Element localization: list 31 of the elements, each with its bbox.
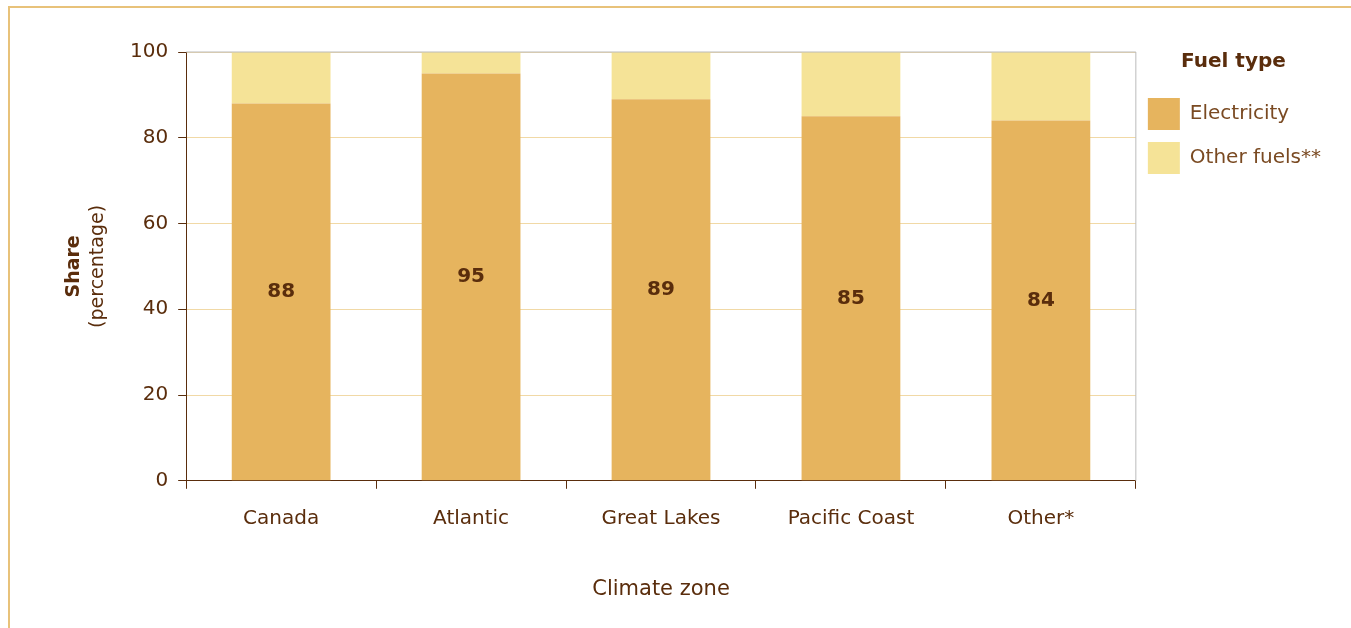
x-tick-label: Atlantic xyxy=(433,505,510,529)
bar xyxy=(231,52,331,104)
x-tick-label: Great Lakes xyxy=(601,505,721,529)
x-axis-title: Climate zone xyxy=(592,575,730,600)
bar xyxy=(801,52,901,117)
bar xyxy=(231,103,331,481)
y-axis-title: Share (percentage) xyxy=(60,204,107,328)
y-tick-label: 100 xyxy=(129,38,169,63)
y-tick-label: 80 xyxy=(142,123,169,148)
bar xyxy=(421,73,521,481)
data-label: 88 xyxy=(267,278,296,303)
legend-label: Other fuels** xyxy=(1189,144,1322,169)
x-tick-label: Pacific Coast xyxy=(787,505,915,529)
legend-label: Electricity xyxy=(1189,100,1290,125)
y-tick-label: 60 xyxy=(142,209,169,234)
legend-title: Fuel type xyxy=(1181,48,1286,73)
data-label: 95 xyxy=(457,263,485,288)
x-tick-label: Other* xyxy=(1007,505,1075,529)
y-tick-label: 20 xyxy=(142,381,169,406)
bar xyxy=(801,116,901,481)
data-label: 89 xyxy=(647,275,675,300)
x-tick-label: Canada xyxy=(243,505,320,529)
bar xyxy=(991,120,1091,481)
data-label: 85 xyxy=(837,284,865,309)
y-tick-label: 0 xyxy=(155,467,169,491)
bar xyxy=(611,99,711,481)
bar xyxy=(991,52,1091,121)
data-label: 84 xyxy=(1026,286,1055,311)
bar xyxy=(611,52,711,100)
bar xyxy=(421,52,521,74)
y-tick-label: 40 xyxy=(142,295,169,320)
